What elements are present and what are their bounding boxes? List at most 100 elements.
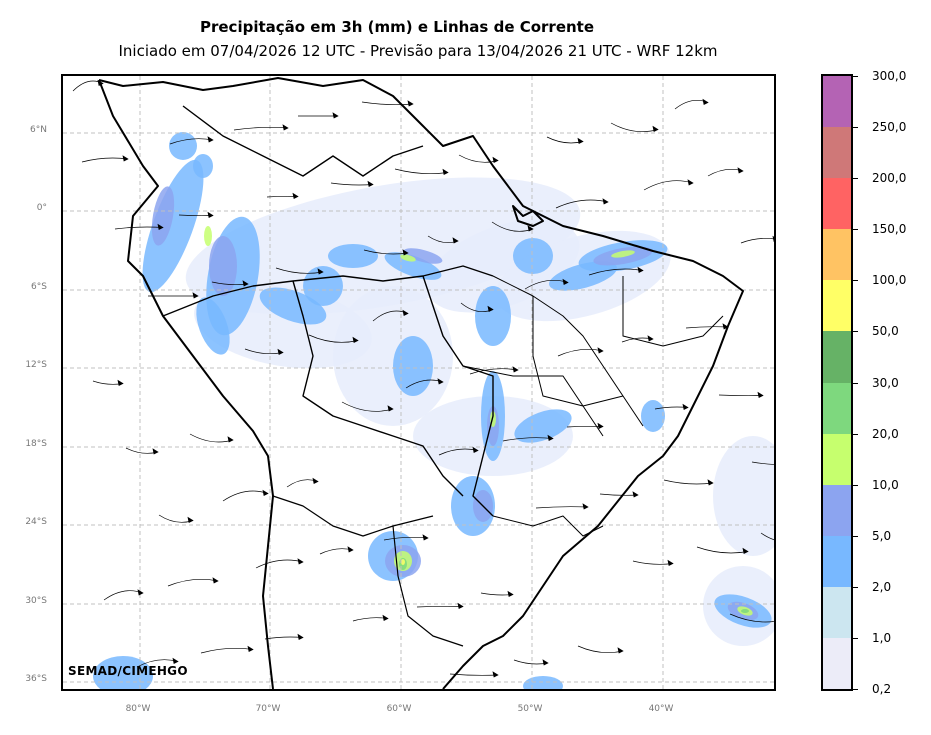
streamline-arrow — [512, 366, 519, 373]
lon-label: 70°W — [255, 704, 281, 714]
moderate-precip-area — [93, 656, 153, 689]
streamline-arrow — [667, 559, 674, 567]
colorbar-swatch — [823, 178, 851, 230]
colorbar-tick — [853, 637, 858, 639]
colorbar-label: 5,0 — [872, 528, 892, 543]
streamline-arrow — [312, 477, 319, 485]
streamline — [740, 238, 774, 244]
streamline-arrow — [737, 167, 744, 174]
national-border — [272, 495, 434, 537]
streamline-arrow — [492, 156, 499, 164]
colorbar-swatch — [823, 433, 851, 486]
streamline-arrow — [247, 645, 254, 653]
national-border — [182, 105, 424, 177]
colorbar-label: 250,0 — [872, 120, 907, 135]
colorbar-tick — [853, 535, 858, 537]
moderate-precip-area — [169, 132, 197, 160]
colorbar-swatch — [823, 535, 851, 588]
colorbar-tick — [853, 280, 858, 282]
colorbar-swatch — [823, 280, 851, 332]
streamline-arrow — [722, 323, 729, 330]
lon-label: 80°W — [125, 704, 151, 714]
streamline — [167, 579, 219, 587]
streamline-arrow — [242, 280, 249, 287]
moderate-precip-area — [513, 238, 553, 274]
streamline-arrow — [227, 436, 234, 443]
streamline-arrow — [387, 405, 394, 412]
strong-precip-area — [400, 254, 416, 262]
colorbar-tick — [853, 127, 858, 129]
streamline-arrow — [547, 434, 554, 442]
moderate-precip-area — [259, 287, 327, 325]
streamline-arrow — [262, 489, 269, 497]
moderate-precip-area — [475, 286, 511, 346]
colorbar-label: 2,0 — [872, 579, 892, 594]
lat-label: 36°S — [25, 674, 47, 684]
colorbar-label: 10,0 — [872, 477, 899, 492]
streamline — [599, 493, 639, 496]
moderate-precip-area — [303, 266, 343, 306]
colorbar-swatch — [823, 382, 851, 435]
streamline — [233, 126, 289, 131]
colorbar-tick — [853, 586, 858, 588]
colorbar-swatch — [823, 586, 851, 639]
streamline-arrow — [757, 391, 764, 399]
streamline-arrow — [122, 155, 129, 162]
streamline-arrow — [597, 422, 604, 430]
streamline — [577, 645, 624, 653]
streamline — [751, 461, 774, 465]
moderate-precip-area — [393, 336, 433, 396]
colorbar-tick — [853, 382, 858, 384]
streamline — [685, 326, 729, 329]
state-border — [462, 365, 604, 437]
streamline-arrow — [277, 348, 284, 356]
moderate-precip-area — [142, 159, 204, 293]
state-border — [622, 276, 724, 347]
colorbar-tick — [853, 76, 858, 77]
streamline-arrow — [317, 268, 324, 275]
intense-precip-area — [741, 609, 749, 613]
island-outline — [512, 205, 544, 227]
streamline-arrow — [707, 479, 714, 486]
colorbar-label: 300,0 — [872, 69, 907, 83]
colorbar-swatch — [823, 484, 851, 537]
light-precip-area — [333, 286, 453, 426]
moderate-precip-area — [641, 400, 665, 432]
lon-label: 60°W — [386, 704, 412, 714]
map-subtitle: Iniciado em 07/04/2026 12 UTC - Previsão… — [118, 42, 718, 60]
streamline-arrow — [457, 602, 464, 610]
streamline-arrow — [292, 192, 299, 200]
strong-precip-area — [611, 250, 635, 258]
streamline-arrow — [652, 125, 659, 133]
colorbar-tick — [853, 689, 858, 690]
streamline — [458, 154, 499, 163]
lat-label: 12°S — [25, 360, 47, 370]
colorbar-tick — [853, 229, 858, 231]
streamline-arrow — [602, 198, 609, 205]
colorbar-tick — [853, 331, 858, 333]
streamline-arrow — [682, 403, 689, 411]
streamline-arrow — [487, 305, 494, 313]
streamline — [81, 157, 129, 163]
strong-precip-area — [204, 226, 212, 246]
lat-label: 24°S — [25, 517, 47, 527]
streamline-arrow — [637, 266, 644, 274]
credit-label: SEMAD/CIMEHGO — [68, 664, 188, 678]
streamline-arrow — [617, 647, 624, 654]
heavy-precip-area — [403, 248, 443, 264]
streamline — [760, 532, 774, 541]
streamline-arrow — [382, 614, 389, 622]
streamline — [566, 425, 604, 428]
streamline — [330, 182, 374, 186]
forecast-map — [63, 76, 774, 689]
colorbar-label: 20,0 — [872, 426, 899, 441]
streamline — [222, 490, 269, 502]
lon-label: 50°W — [517, 704, 543, 714]
lat-label: 6°S — [31, 282, 47, 292]
streamline — [319, 548, 354, 555]
lat-label: 0° — [36, 203, 47, 213]
streamline-arrow — [207, 211, 214, 219]
streamline-arrow — [507, 590, 514, 598]
streamline — [718, 394, 764, 397]
state-border — [492, 515, 604, 537]
